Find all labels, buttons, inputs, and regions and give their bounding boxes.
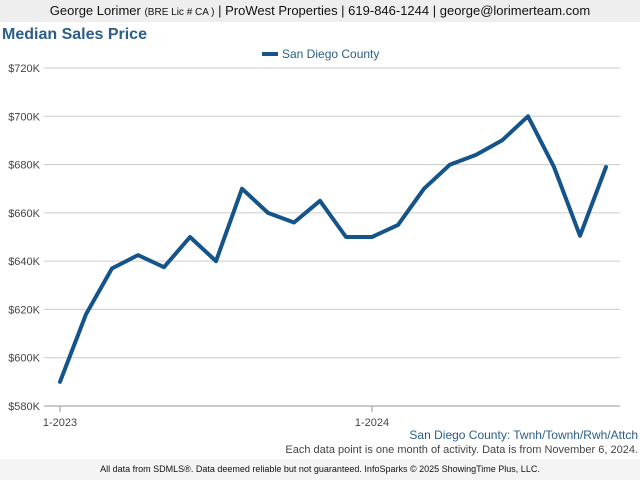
y-tick-label: $640K [8,256,40,268]
y-tick-label: $580K [8,401,40,413]
gridlines [44,67,620,407]
y-tick-label: $700K [8,111,40,123]
data-note: Each data point is one month of activity… [285,444,638,456]
legend[interactable]: San Diego County [262,47,379,61]
y-tick-label: $600K [8,353,40,365]
series-line-0[interactable] [58,114,608,384]
agent-contact-header: George Lorimer (BRE Lic # CA ) | ProWest… [0,0,640,22]
agent-license: (BRE Lic # CA ) [144,7,215,18]
agent-contact-details: | ProWest Properties | 619-846-1244 | ge… [214,3,591,18]
y-tick-label: $620K [8,304,40,316]
legend-label[interactable]: San Diego County [282,47,379,61]
y-tick-label: $720K [8,63,40,75]
series-lines [58,114,608,384]
chart-title: Median Sales Price [2,26,147,43]
x-tick-label: 1-2023 [43,417,77,429]
x-tick-label: 1-2024 [355,417,389,429]
axes: $580K $600K $620K $640K $660K $680K $700K $720K… [8,63,620,429]
y-tick-label: $660K [8,208,40,220]
agent-name: George Lorimer [49,3,141,18]
y-tick-label: $680K [8,160,40,172]
filter-label[interactable]: San Diego County: Twnh/Townh/Rwh/Attch [409,428,638,442]
footer-disclaimer: All data from SDMLS®. Data deemed reliab… [0,459,640,480]
